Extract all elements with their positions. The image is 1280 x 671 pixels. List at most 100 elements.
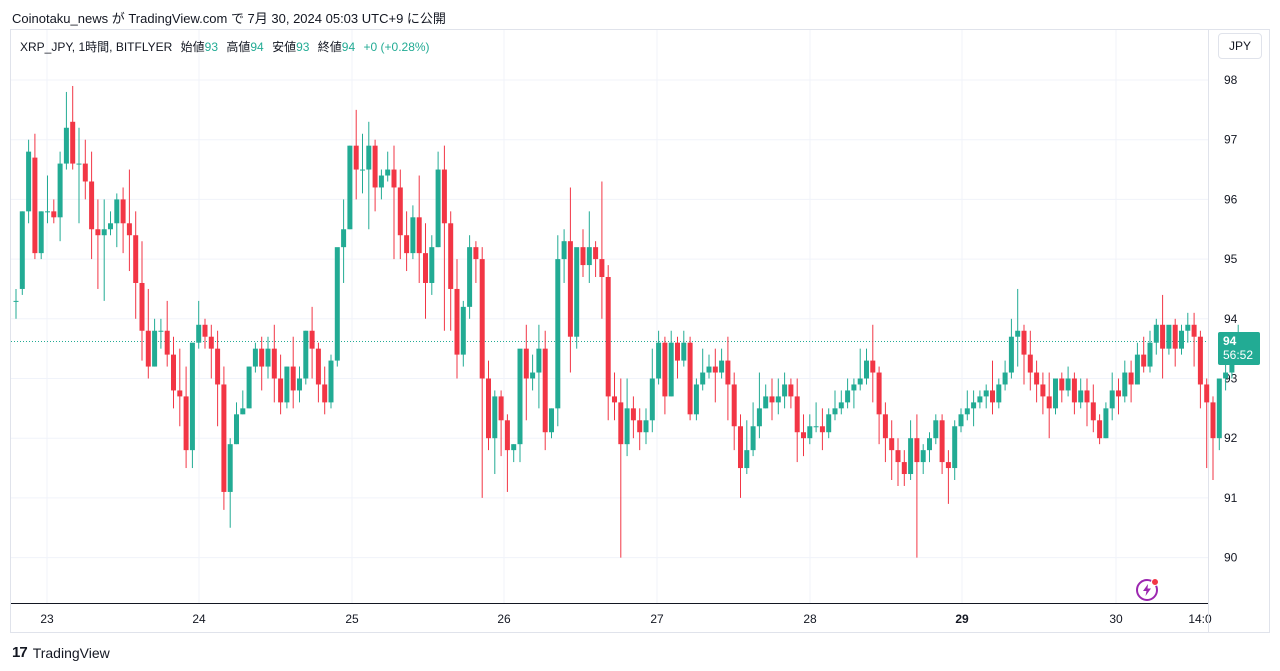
publish-info: Coinotaku_news が TradingView.com で 7月 30… — [12, 11, 446, 26]
candle-body — [410, 217, 416, 254]
candle-body — [656, 342, 662, 379]
candle-body — [252, 348, 258, 367]
bolt-glyph-icon — [1143, 584, 1151, 596]
candle-body — [108, 223, 113, 230]
candle-body — [1204, 384, 1210, 403]
candle-body — [756, 408, 762, 427]
candle-body — [889, 438, 895, 451]
candle-body — [385, 169, 391, 176]
candle-body — [668, 342, 674, 397]
candle-body — [637, 420, 643, 433]
candle-body — [1191, 324, 1197, 337]
candle-body — [423, 253, 428, 283]
candle-body — [158, 330, 164, 332]
legend-open-label: 始値 — [180, 40, 205, 54]
candle-body — [996, 384, 1002, 403]
candle-body — [1078, 390, 1084, 403]
candle-body — [183, 396, 189, 451]
candle-body — [1027, 354, 1033, 373]
candle-body — [731, 384, 737, 427]
candle-body — [1065, 378, 1071, 391]
x-tick-label: 14:0 — [1188, 612, 1212, 626]
candle-body — [870, 360, 876, 373]
candle-body — [347, 145, 353, 230]
candle-body — [126, 223, 132, 236]
candle-body — [221, 384, 227, 492]
candle-body — [1040, 384, 1046, 397]
candle-body — [1002, 372, 1008, 385]
candle-body — [208, 336, 214, 349]
candle-body — [952, 426, 958, 469]
legend-close-value: 94 — [341, 40, 356, 54]
candle-body — [139, 282, 145, 331]
candle-body — [1059, 378, 1065, 391]
candle-body — [133, 235, 139, 283]
candle-body — [523, 348, 529, 379]
candle-body — [857, 378, 863, 385]
tradingview-logo[interactable]: 17 TradingView — [12, 644, 110, 661]
candle-body — [763, 396, 769, 409]
candle-body — [536, 348, 542, 373]
candle-body — [750, 426, 756, 451]
candle-body — [864, 360, 869, 379]
candle-body — [467, 247, 473, 307]
candle-body — [901, 462, 907, 475]
candle-body — [1197, 336, 1203, 385]
candle-body — [309, 330, 315, 349]
candle-body — [1103, 408, 1109, 439]
x-tick-label: 26 — [497, 612, 511, 626]
candle-body — [738, 426, 743, 469]
candle-body — [441, 169, 447, 224]
candle-body — [1084, 390, 1090, 403]
candle-body — [89, 181, 95, 230]
candle-body — [933, 420, 939, 439]
candle-body — [504, 420, 510, 451]
candle-body — [290, 366, 296, 391]
candle-body — [1046, 396, 1052, 409]
legend-open-value: 93 — [204, 40, 218, 54]
candle-body — [977, 396, 983, 403]
currency-button[interactable]: JPY — [1218, 33, 1262, 59]
candle-body — [618, 402, 624, 445]
candle-body — [1097, 420, 1103, 439]
candle-body — [964, 408, 970, 415]
candle-body — [914, 438, 920, 463]
candle-body — [164, 330, 170, 355]
legend-high-label: 高値 — [226, 40, 251, 54]
candle-body — [1116, 390, 1121, 397]
candle-body — [706, 366, 712, 373]
legend-close-label: 終値 — [317, 40, 342, 54]
candle-body — [1210, 402, 1216, 439]
candle-body — [920, 450, 926, 463]
candle-body — [259, 348, 265, 367]
candle-body — [328, 360, 334, 403]
candle-body — [95, 229, 101, 236]
candle-body — [215, 348, 221, 385]
candle-body — [927, 438, 932, 451]
x-tick-label: 27 — [650, 612, 664, 626]
candle-body — [876, 372, 882, 415]
candle-body — [114, 199, 120, 224]
candle-body — [567, 241, 573, 337]
candle-body — [574, 247, 580, 337]
candle-body — [725, 360, 731, 385]
legend-low-label: 安値 — [272, 40, 297, 54]
candle-body — [498, 396, 504, 421]
candle-body — [687, 342, 693, 415]
x-tick-label: 29 — [955, 612, 969, 626]
chart-legend: XRP_JPY, 1時間, BITFLYER 始値93 高値94 安値93 終値… — [20, 38, 430, 55]
candle-body — [63, 127, 69, 164]
candle-body — [908, 438, 914, 475]
candle-body — [895, 450, 901, 463]
candle-body — [70, 121, 76, 164]
candle-body — [473, 247, 479, 260]
candle-body — [82, 163, 88, 182]
last-price-badge: 94 56:52 — [1218, 332, 1260, 365]
candle-body — [1128, 372, 1134, 385]
y-tick-label: 98 — [1224, 73, 1238, 87]
candle-body — [971, 402, 977, 409]
candle-body — [202, 324, 208, 337]
lightning-bolt-icon[interactable] — [1136, 578, 1159, 601]
candle-body — [486, 378, 491, 439]
